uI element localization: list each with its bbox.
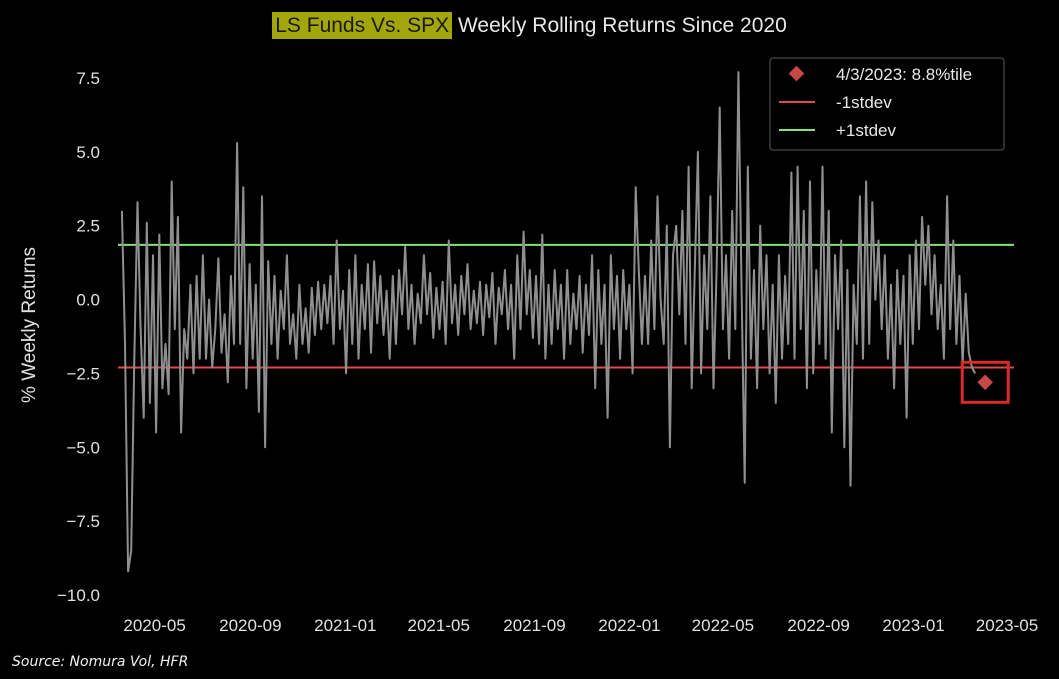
x-tick-label: 2022-05 [692,616,754,635]
latest-point-marker-0 [977,374,993,391]
x-tick-label: 2022-01 [598,616,660,635]
y-tick-label: −7.5 [66,512,100,531]
series-line-0 [120,71,976,573]
latest-point-highlight-box [960,360,1010,404]
y-axis-ticks: 7.5 5.0 2.5 0.0 −2.5 −5.0 −7.5 −10.0 [57,69,100,605]
chart-title: LS Funds Vs. SPX Weekly Rolling Returns … [0,12,1059,39]
x-axis-ticks: 2020-05 2020-09 2021-01 2021-05 2021-09 2022-… [123,616,1038,635]
legend-label-minus-stdev: -1stdev [836,93,892,112]
x-tick-label: 2022-09 [787,616,849,635]
x-tick-label: 2023-05 [976,616,1038,635]
x-tick-label: 2023-01 [882,616,944,635]
x-tick-label: 2020-09 [219,616,281,635]
series-group [120,71,976,573]
x-tick-label: 2020-05 [123,616,185,635]
y-tick-label: 5.0 [76,143,100,162]
y-tick-label: −5.0 [66,438,100,457]
legend-frame [769,57,1005,151]
source-note: Source: Nomura Vol, HFR [12,654,189,670]
x-tick-label: 2021-05 [408,616,470,635]
y-tick-label: −2.5 [66,364,100,383]
legend-label-marker: 4/3/2023: 8.8%tile [836,65,972,84]
y-tick-label: 2.5 [76,217,100,236]
chart-title-rest: Weekly Rolling Returns Since 2020 [452,14,787,37]
y-axis-label: % Weekly Returns [19,247,40,403]
y-tick-label: −10.0 [57,586,100,605]
x-tick-label: 2021-01 [314,616,376,635]
x-tick-label: 2021-09 [503,616,565,635]
y-tick-label: 0.0 [76,291,100,310]
y-tick-label: 7.5 [76,69,100,88]
legend: 4/3/2023: 8.8%tile -1stdev +1stdev [769,57,1005,151]
legend-label-plus-stdev: +1stdev [836,121,897,140]
chart-title-highlight: LS Funds Vs. SPX [272,12,453,39]
